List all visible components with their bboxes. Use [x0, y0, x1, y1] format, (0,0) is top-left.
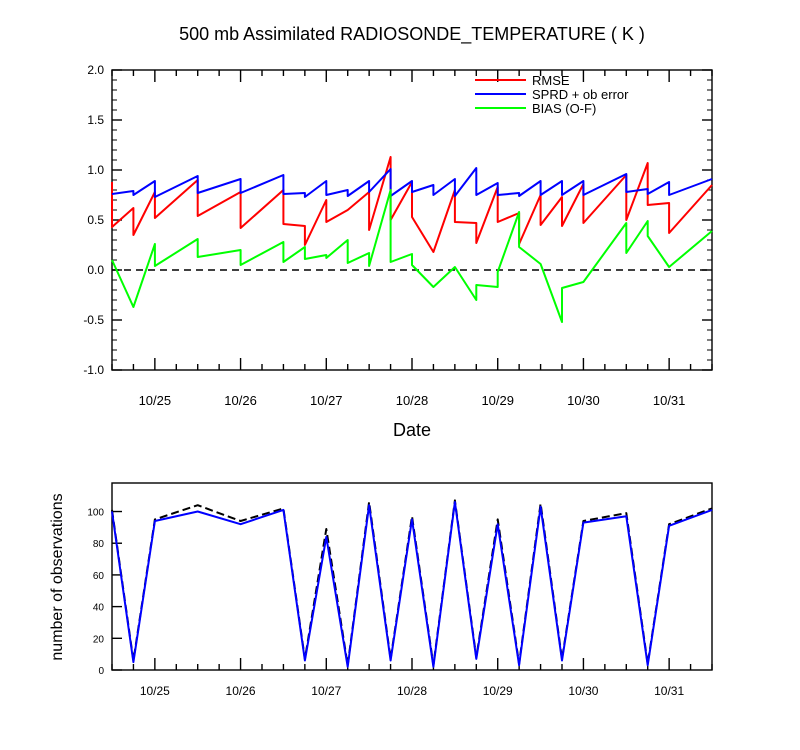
top-plot-area: 10/25 10/26 10/27 10/28 10/29 10/30 10/31 -1.0 -… [83, 63, 713, 408]
top-y-tick-label: 0.0 [87, 263, 104, 277]
bottom-y-tick-label: 80 [93, 539, 105, 550]
top-x-tick-label: 10/29 [481, 393, 514, 408]
bottom-series-obs-used [111, 501, 713, 668]
legend-label-bias: BIAS (O-F) [532, 101, 596, 116]
top-series-rmse [111, 156, 713, 253]
bottom-x-tick-label: 10/25 [140, 684, 170, 698]
top-y-tick-label: 2.0 [87, 63, 104, 77]
top-chart-xlabel: Date [393, 420, 431, 440]
top-x-tick-label: 10/31 [653, 393, 686, 408]
bottom-x-tick-label: 10/27 [311, 684, 341, 698]
top-y-tick-label: 1.0 [87, 163, 104, 177]
bottom-plot-area: 10/25 10/26 10/27 10/28 10/29 10/30 10/31 0 20 40… [87, 482, 713, 698]
legend-label-rmse: RMSE [532, 73, 570, 88]
top-x-tick-label: 10/25 [139, 393, 172, 408]
top-y-tick-label: 0.5 [87, 213, 104, 227]
bottom-x-tick-label: 10/31 [654, 684, 684, 698]
bottom-y-tick-label: 0 [98, 666, 104, 677]
top-x-tick-label: 10/30 [567, 393, 600, 408]
top-x-tick-label: 10/28 [396, 393, 429, 408]
top-y-tick-label: -0.5 [83, 313, 104, 327]
bottom-x-tick-label: 10/30 [568, 684, 598, 698]
top-x-tick-label: 10/26 [224, 393, 257, 408]
bottom-y-tick-label: 20 [93, 634, 105, 645]
top-series-bias-o-f [111, 189, 713, 323]
bottom-x-tick-label: 10/28 [397, 684, 427, 698]
top-y-tick-label: -1.0 [83, 363, 104, 377]
bottom-y-tick-label: 100 [87, 508, 104, 519]
legend-label-sprd: SPRD + ob error [532, 87, 629, 102]
top-frame [111, 69, 713, 371]
bottom-x-tick-label: 10/29 [483, 684, 513, 698]
bottom-chart-ylabel: number of observations [49, 493, 66, 660]
top-y-tick-label: 1.5 [87, 113, 104, 127]
top-x-tick-label: 10/27 [310, 393, 343, 408]
bottom-frame [111, 482, 713, 671]
bottom-y-tick-label: 40 [93, 603, 105, 614]
bottom-y-tick-label: 60 [93, 571, 105, 582]
top-series-sprd-ob-error [111, 167, 713, 198]
top-chart-title: 500 mb Assimilated RADIOSONDE_TEMPERATUR… [179, 24, 645, 45]
bottom-x-tick-label: 10/26 [226, 684, 256, 698]
